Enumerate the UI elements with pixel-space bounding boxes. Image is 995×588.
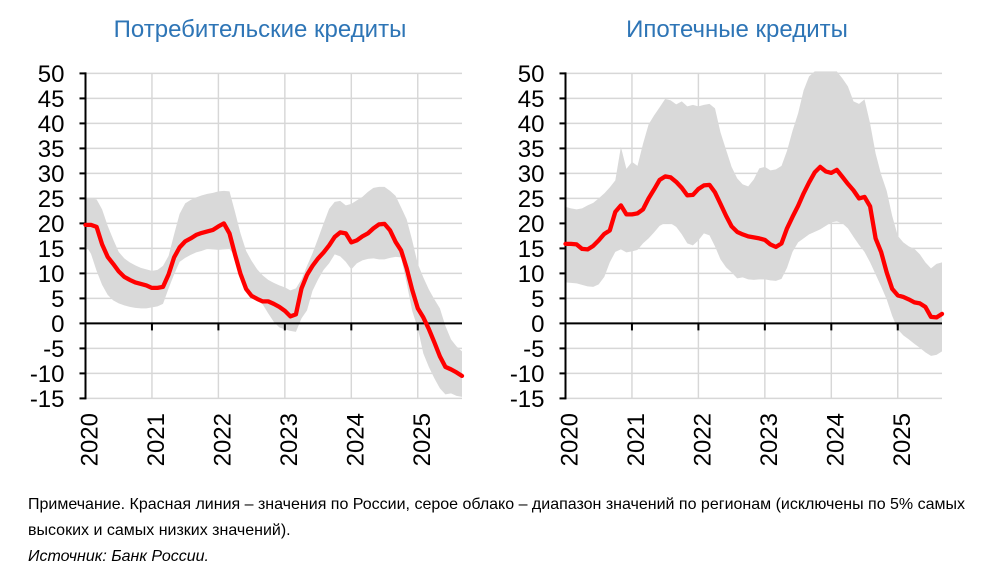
svg-text:Потребительские кредиты: Потребительские кредиты xyxy=(114,16,407,43)
svg-text:2020: 2020 xyxy=(77,413,104,466)
svg-text:20: 20 xyxy=(518,211,545,238)
svg-text:2024: 2024 xyxy=(822,413,849,466)
svg-text:Примечание. Красная линия – зн: Примечание. Красная линия – значения по … xyxy=(28,496,965,513)
svg-text:высоких и самых низких значени: высоких и самых низких значений). xyxy=(28,522,291,539)
svg-text:-15: -15 xyxy=(510,386,545,413)
svg-text:0: 0 xyxy=(531,311,544,338)
svg-text:35: 35 xyxy=(38,136,65,163)
svg-text:30: 30 xyxy=(38,161,65,188)
svg-text:50: 50 xyxy=(518,61,545,88)
svg-text:10: 10 xyxy=(38,261,65,288)
svg-text:2025: 2025 xyxy=(409,413,436,466)
svg-text:25: 25 xyxy=(518,186,545,213)
svg-text:45: 45 xyxy=(38,86,65,113)
svg-text:-15: -15 xyxy=(30,386,65,413)
svg-text:50: 50 xyxy=(38,61,65,88)
svg-text:0: 0 xyxy=(51,311,64,338)
svg-text:45: 45 xyxy=(518,86,545,113)
svg-text:5: 5 xyxy=(51,286,64,313)
svg-text:2022: 2022 xyxy=(210,413,237,466)
svg-text:2021: 2021 xyxy=(623,413,650,466)
svg-text:-10: -10 xyxy=(30,361,65,388)
svg-text:Ипотечные кредиты: Ипотечные кредиты xyxy=(626,16,848,43)
svg-text:5: 5 xyxy=(531,286,544,313)
svg-text:2021: 2021 xyxy=(143,413,170,466)
svg-text:2025: 2025 xyxy=(889,413,916,466)
svg-text:2024: 2024 xyxy=(342,413,369,466)
svg-text:25: 25 xyxy=(38,186,65,213)
svg-text:40: 40 xyxy=(518,111,545,138)
svg-text:-5: -5 xyxy=(43,336,64,363)
svg-text:2023: 2023 xyxy=(276,413,303,466)
svg-text:15: 15 xyxy=(38,236,65,263)
svg-text:2022: 2022 xyxy=(690,413,717,466)
svg-text:20: 20 xyxy=(38,211,65,238)
svg-text:Источник: Банк России.: Источник: Банк России. xyxy=(28,548,209,565)
svg-text:2020: 2020 xyxy=(557,413,584,466)
svg-text:2023: 2023 xyxy=(756,413,783,466)
svg-text:10: 10 xyxy=(518,261,545,288)
svg-text:-10: -10 xyxy=(510,361,545,388)
svg-text:15: 15 xyxy=(518,236,545,263)
svg-text:30: 30 xyxy=(518,161,545,188)
svg-text:35: 35 xyxy=(518,136,545,163)
svg-text:-5: -5 xyxy=(523,336,544,363)
svg-text:40: 40 xyxy=(38,111,65,138)
